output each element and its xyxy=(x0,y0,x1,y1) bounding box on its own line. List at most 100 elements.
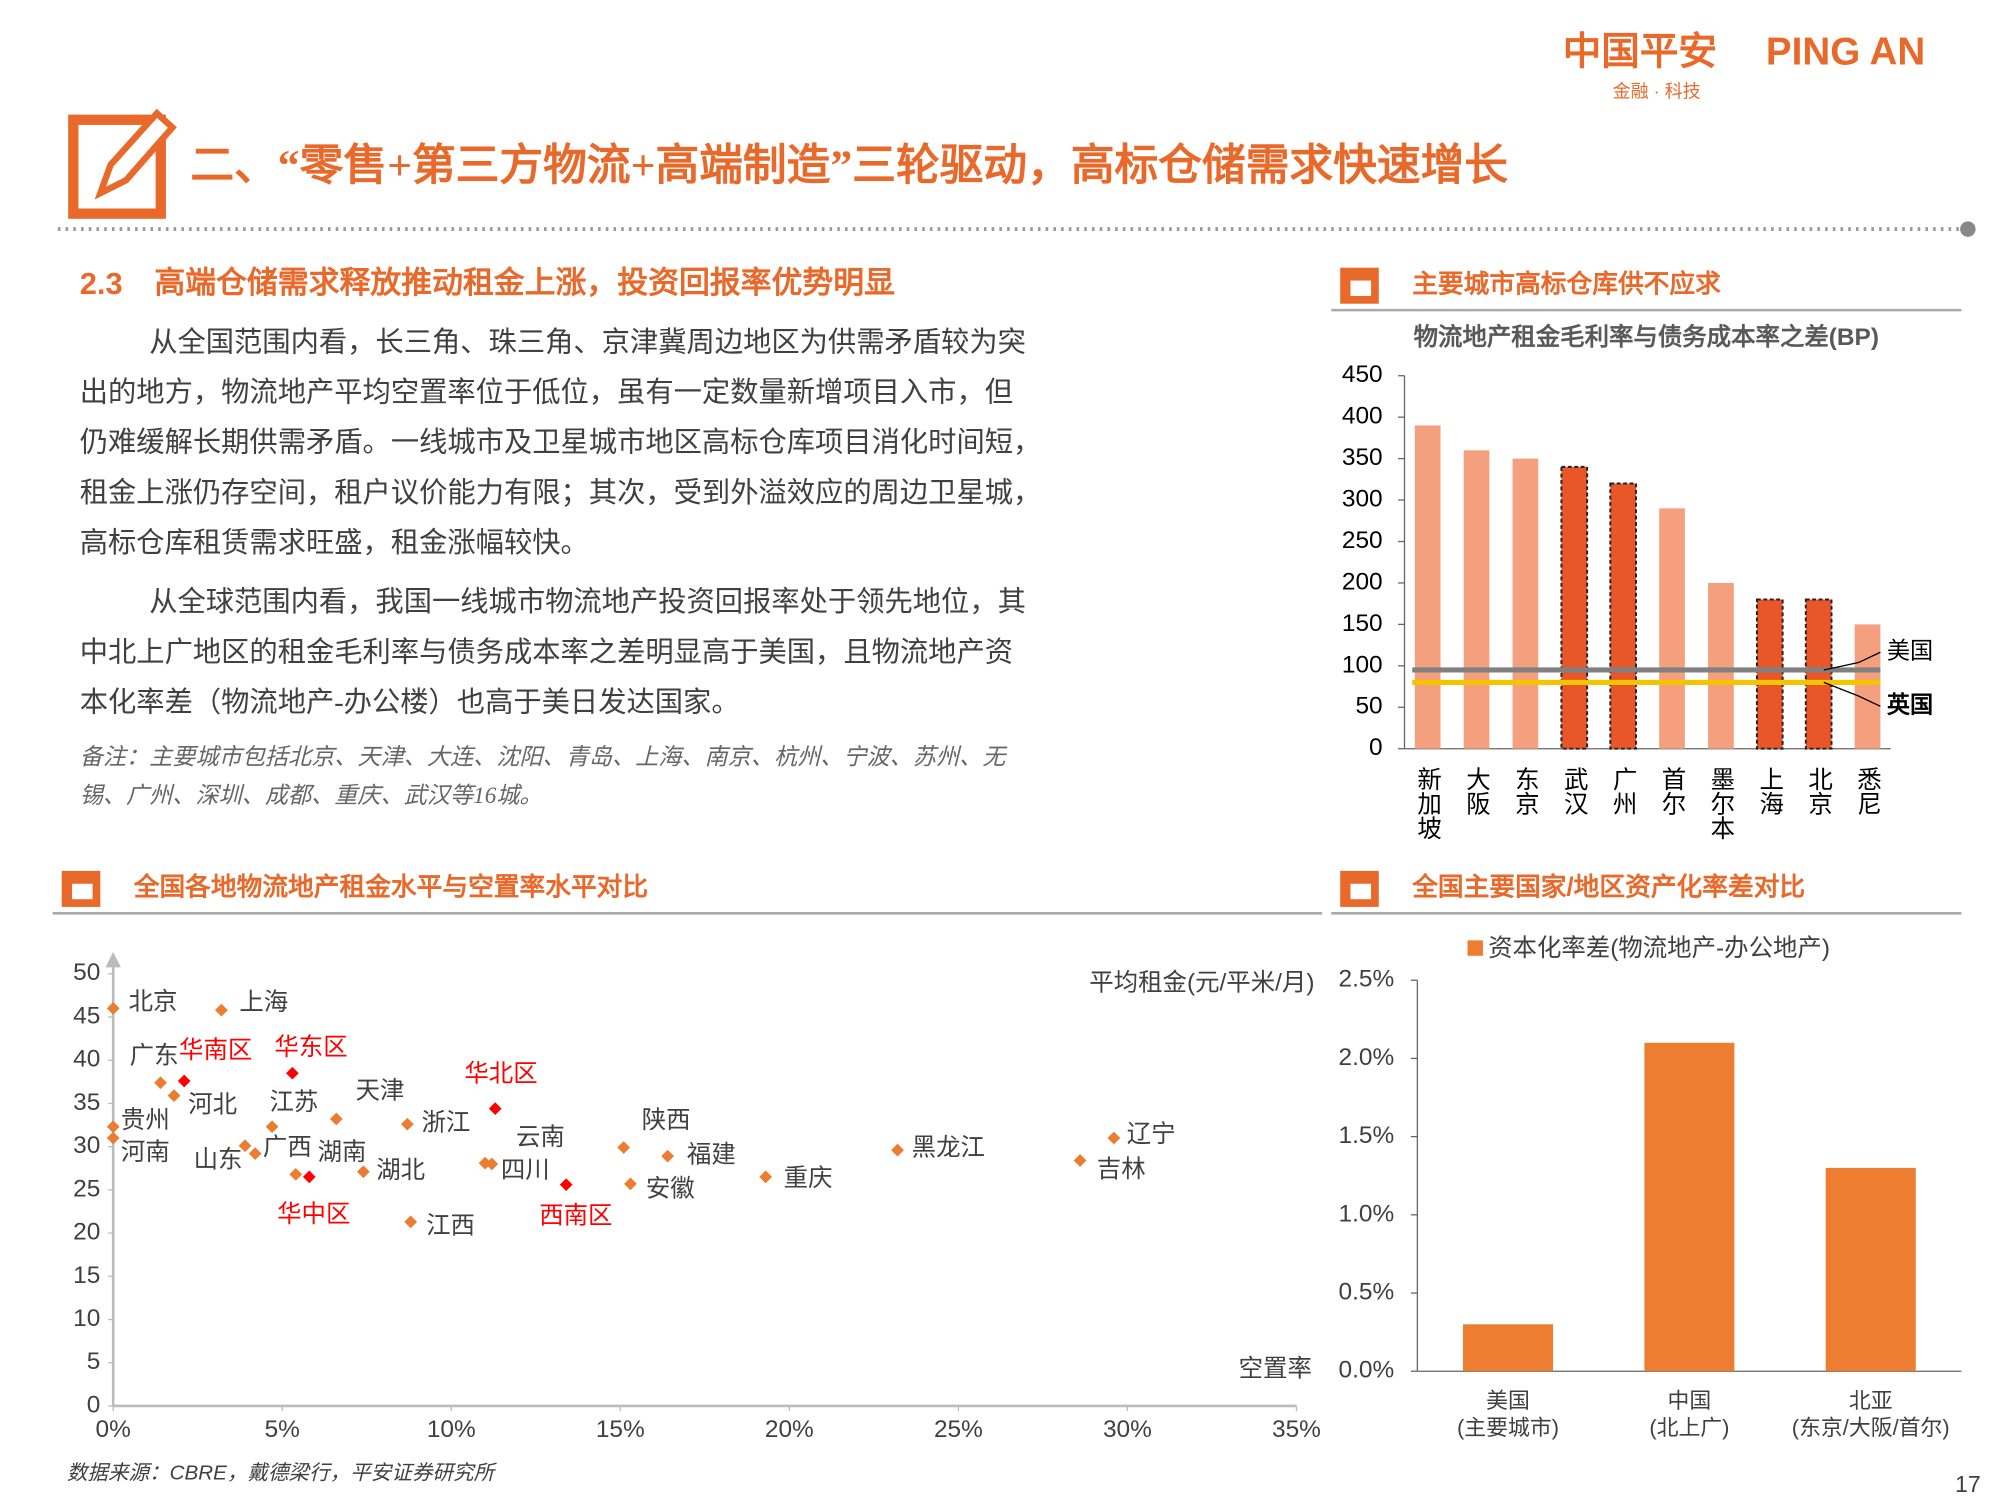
divider-dot xyxy=(1960,221,1976,237)
bar xyxy=(1414,425,1441,749)
y-tick-label: 30 xyxy=(73,1132,100,1159)
page-number: 17 xyxy=(1955,1471,1981,1497)
y-tick-label: 5 xyxy=(87,1348,101,1375)
x-tick-label: 广州 xyxy=(1610,767,1637,816)
point-label: 西南区 xyxy=(539,1202,612,1229)
chart-heading: 全国主要国家/地区资产化率差对比 xyxy=(1411,872,1805,902)
paragraph-line: 仍难缓解长期供需矛盾。一线城市及卫星城市地区高标仓库项目消化时间短， xyxy=(80,427,1042,459)
point-label: 河北 xyxy=(188,1091,237,1118)
point xyxy=(177,1074,191,1088)
y-tick-label: 20 xyxy=(73,1219,100,1246)
bar xyxy=(1825,1167,1916,1372)
brand-en: PING AN xyxy=(1766,30,1925,73)
x-tick-label: 首尔 xyxy=(1659,767,1686,816)
x-tick-label: (主要城市) xyxy=(1457,1415,1559,1440)
bar xyxy=(1560,465,1589,750)
y-tick-label: 300 xyxy=(1342,486,1383,513)
x-axis-title: 空置率 xyxy=(1239,1355,1312,1382)
point-label: 辽宁 xyxy=(1127,1121,1176,1148)
x-tick-label: 上海 xyxy=(1756,767,1783,816)
point xyxy=(289,1167,303,1181)
point-label: 浙江 xyxy=(421,1110,470,1137)
point xyxy=(248,1147,262,1160)
x-tick-label: 30% xyxy=(1103,1416,1152,1443)
y-tick-label: 0 xyxy=(1369,734,1383,761)
point xyxy=(488,1102,502,1115)
y-tick-label: 50 xyxy=(73,959,100,986)
heading-icon xyxy=(1350,883,1372,900)
x-tick-label: 美国 xyxy=(1486,1388,1530,1413)
title-icon xyxy=(68,108,177,219)
y-tick-label: 15 xyxy=(73,1262,100,1289)
brand: 中国平安 xyxy=(1563,30,1717,73)
point xyxy=(617,1141,631,1154)
x-tick-label: 中国 xyxy=(1668,1388,1712,1413)
paragraph-line: 本化率差（物流地产-办公楼）也高于美日发达国家。 xyxy=(80,686,740,718)
bar xyxy=(1644,1042,1735,1372)
point xyxy=(329,1112,343,1126)
x-tick-label: 墨尔本 xyxy=(1707,767,1734,840)
point-label: 山东 xyxy=(194,1147,243,1174)
x-tick-label: 大阪 xyxy=(1463,767,1490,816)
x-tick-label: 悉尼 xyxy=(1854,767,1881,816)
note-line: 锡、广州、深圳、成都、重庆、武汉等16城。 xyxy=(80,783,543,809)
x-tick-label: (北上广) xyxy=(1649,1415,1729,1440)
paragraph-line: 出的地方，物流地产平均空置率位于低位，虽有一定数量新增项目入市，但 xyxy=(80,377,1013,409)
heading-icon xyxy=(72,883,93,900)
chart-heading: 全国各地物流地产租金水平与空置率水平对比 xyxy=(133,872,648,902)
point xyxy=(891,1143,904,1157)
point-label: 湖南 xyxy=(318,1139,367,1166)
x-tick-label: 5% xyxy=(265,1416,300,1443)
y-tick-label: 1.5% xyxy=(1339,1122,1395,1149)
point xyxy=(106,1120,120,1134)
point xyxy=(400,1117,414,1131)
x-tick-label: 北京 xyxy=(1805,767,1832,816)
reference-label: 美国 xyxy=(1887,637,1933,663)
y-tick-label: 25 xyxy=(73,1175,100,1202)
point-label: 广西 xyxy=(263,1134,312,1161)
paragraph-line: 租金上涨仍存空间，租户议价能力有限；其次，受到外溢效应的周边卫星城， xyxy=(80,477,1042,509)
y-tick-label: 2.0% xyxy=(1339,1044,1395,1071)
point-label: 黑龙江 xyxy=(912,1134,985,1161)
point-label: 贵州 xyxy=(121,1107,170,1134)
point-label: 福建 xyxy=(687,1142,736,1169)
legend-swatch xyxy=(1467,940,1483,956)
point-label: 江西 xyxy=(426,1212,475,1239)
point xyxy=(1107,1131,1121,1145)
y-tick-label: 50 xyxy=(1355,693,1382,720)
y-tick-label: 10 xyxy=(73,1305,100,1332)
page-title: 二、“零售+第三方物流+高端制造”三轮驱动，高标仓储需求快速增长 xyxy=(190,142,1508,190)
bar xyxy=(1755,598,1784,750)
point xyxy=(302,1170,316,1184)
note-line: 备注：主要城市包括北京、天津、大连、沈阳、青岛、上海、南京、杭州、宁波、苏州、无 xyxy=(80,744,1008,770)
bar xyxy=(1659,508,1685,749)
y-tick-label: 250 xyxy=(1342,527,1383,554)
bar xyxy=(1512,458,1539,749)
y-axis-title: 平均租金(元/平米/月) xyxy=(1089,970,1314,997)
point-label: 陕西 xyxy=(642,1107,691,1134)
bar xyxy=(1804,598,1833,750)
x-tick-label: 20% xyxy=(765,1416,814,1443)
y-tick-label: 1.0% xyxy=(1339,1200,1395,1227)
y-tick-label: 0.5% xyxy=(1339,1278,1395,1305)
point-label: 广东 xyxy=(130,1042,179,1069)
point xyxy=(356,1165,370,1179)
point xyxy=(624,1177,637,1191)
x-tick-label: 武汉 xyxy=(1561,767,1588,816)
x-tick-label: 东京 xyxy=(1512,767,1539,816)
y-tick-label: 35 xyxy=(73,1089,100,1116)
paragraph-line: 从全国范围内看，长三角、珠三角、京津冀周边地区为供需矛盾较为突 xyxy=(149,326,1026,358)
point xyxy=(167,1089,181,1103)
point xyxy=(106,1002,120,1015)
point-label: 云南 xyxy=(516,1124,565,1151)
point-label: 四川 xyxy=(501,1157,550,1184)
reference-label: 英国 xyxy=(1887,691,1933,717)
point xyxy=(661,1149,675,1163)
bar xyxy=(1463,450,1490,749)
paragraph-line: 高标仓库租赁需求旺盛，租金涨幅较快。 xyxy=(80,527,589,559)
x-tick-label: 北亚 xyxy=(1849,1388,1893,1413)
y-tick-label: 45 xyxy=(73,1002,100,1029)
paragraph-line: 中北上广地区的租金毛利率与债务成本率之差明显高于美国，且物流地产资 xyxy=(80,636,1013,668)
point-label: 华南区 xyxy=(179,1037,252,1064)
